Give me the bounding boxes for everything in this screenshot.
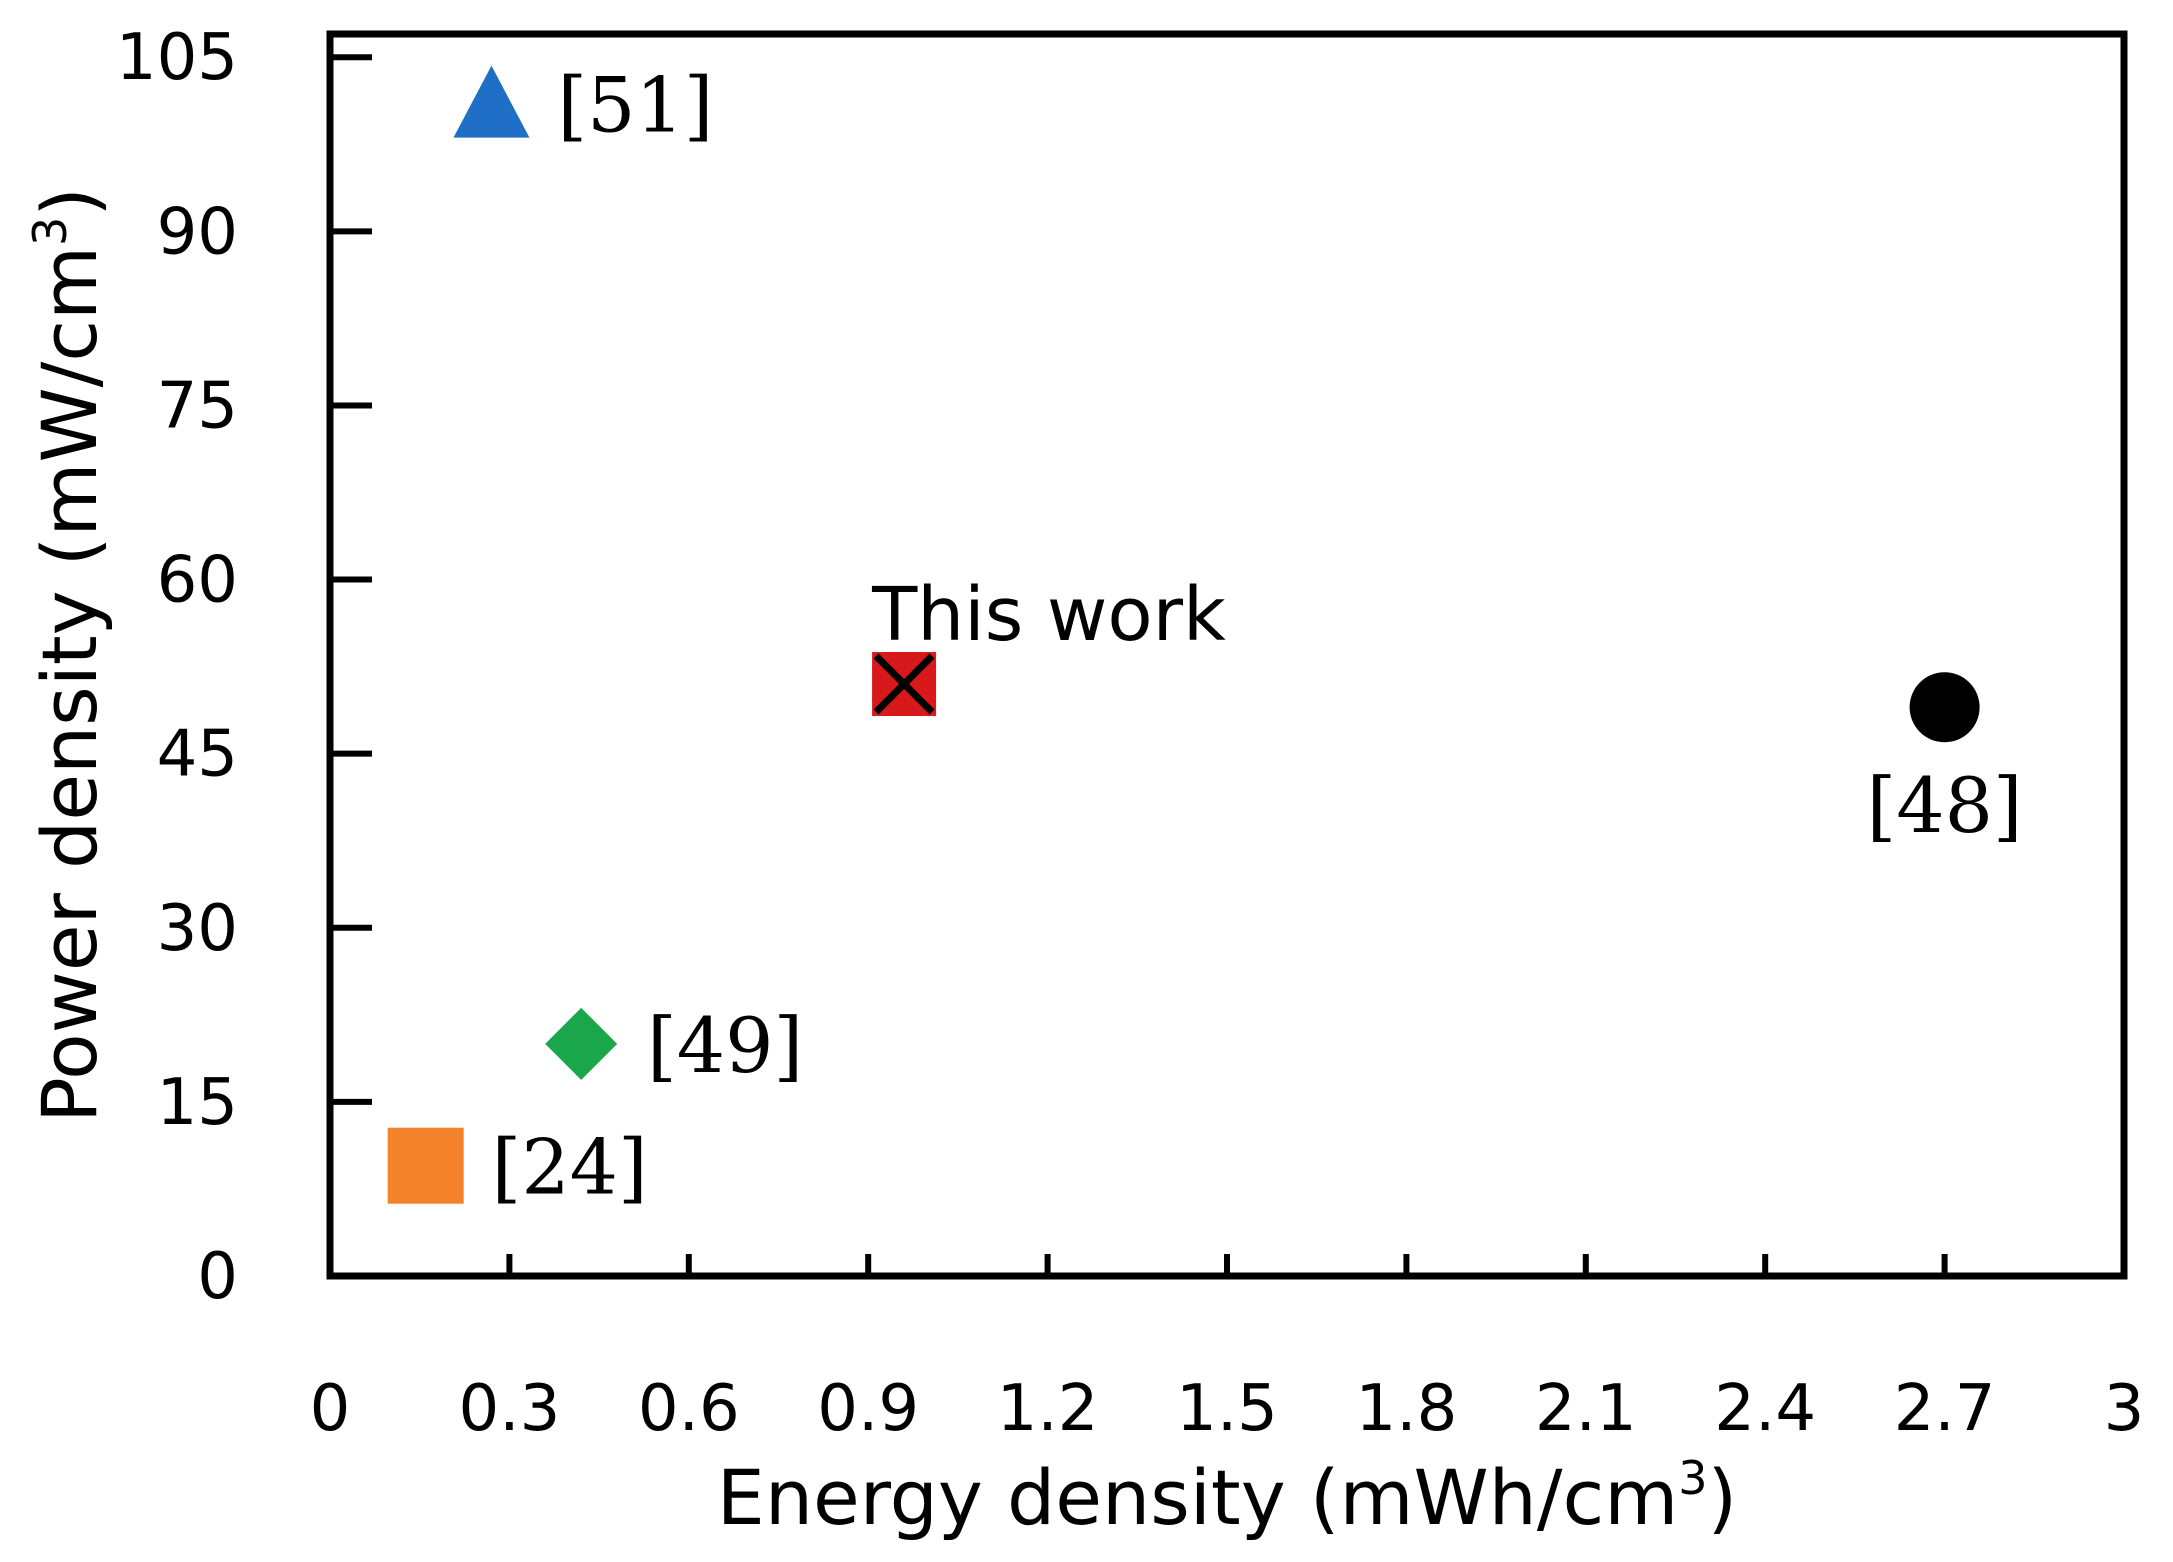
x-tick-label: 1.2 (997, 1372, 1099, 1446)
y-axis: 0 15 30 45 60 75 90 105 (116, 21, 372, 1314)
x-tick-label: 3 (2104, 1372, 2145, 1446)
x-tick-label: 1.5 (1176, 1372, 1278, 1446)
x-tick-label: 2.4 (1714, 1372, 1816, 1446)
y-tick-label: 90 (157, 195, 238, 269)
x-tick-label: 0.6 (638, 1372, 740, 1446)
point-x-mark (873, 653, 935, 715)
y-tick-label: 45 (157, 718, 238, 792)
point-square (387, 1127, 464, 1204)
x-tick-label: 2.7 (1894, 1372, 1996, 1446)
point-circle (1909, 672, 1980, 743)
data-label: This work (871, 572, 1226, 658)
data-label: [49] (647, 1001, 803, 1090)
data-label: [51] (557, 61, 713, 150)
y-tick-label: 30 (157, 892, 238, 966)
x-axis: 0 0.3 0.6 0.9 1.2 1.5 1.8 2.1 2.4 2.7 3 (310, 1254, 2145, 1446)
y-axis-label: Power density (mW/cm3) (23, 187, 114, 1123)
point-triangle (453, 65, 530, 138)
point-diamond (545, 1007, 618, 1080)
data-points (387, 65, 1980, 1204)
x-tick-label: 1.8 (1356, 1372, 1458, 1446)
data-label: [24] (492, 1123, 648, 1212)
x-tick-label: 0.3 (459, 1372, 561, 1446)
x-tick-label: 0 (310, 1372, 351, 1446)
data-label: [48] (1867, 761, 2023, 850)
y-tick-label: 105 (116, 21, 238, 95)
y-tick-label: 60 (157, 544, 238, 618)
x-axis-label: Energy density (mWh/cm3) (717, 1451, 1737, 1542)
data-labels: [51] This work [48] [49] [24] (492, 61, 2023, 1212)
x-tick-label: 0.9 (817, 1372, 919, 1446)
plot-frame (326, 30, 2128, 1280)
y-tick-label: 15 (157, 1066, 238, 1140)
y-tick-label: 75 (157, 369, 238, 443)
y-tick-label: 0 (197, 1240, 238, 1314)
x-tick-label: 2.1 (1535, 1372, 1637, 1446)
